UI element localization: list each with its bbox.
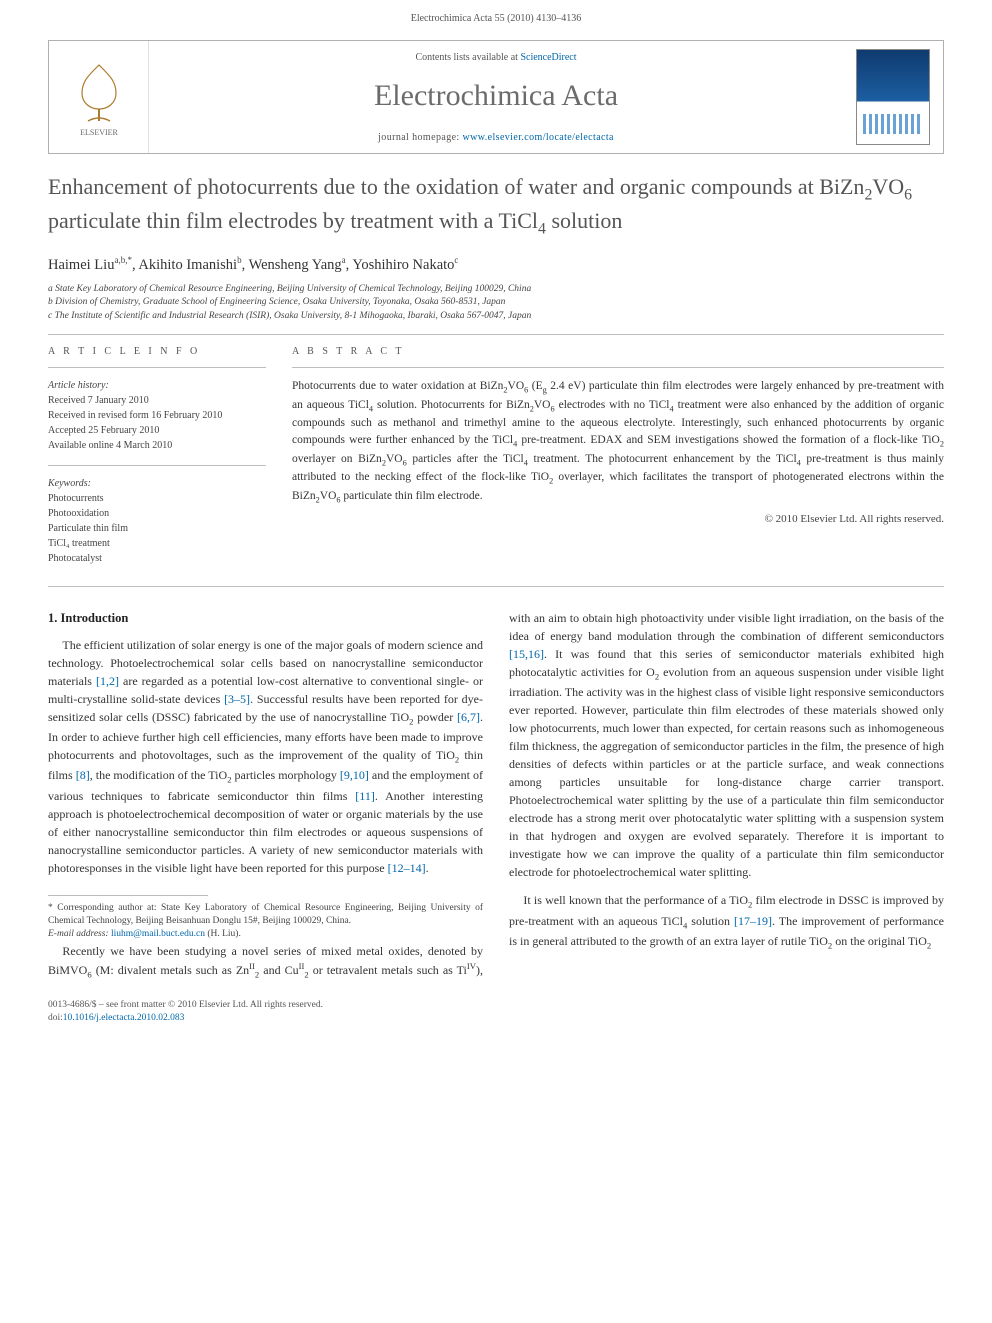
section-heading-introduction: 1. Introduction [48, 609, 483, 628]
journal-cover-box [843, 41, 943, 153]
sciencedirect-link[interactable]: ScienceDirect [520, 52, 576, 63]
page-footer: 0013-4686/$ – see front matter © 2010 El… [0, 981, 992, 1036]
ref-link[interactable]: [17–19] [734, 914, 772, 928]
journal-cover-thumbnail [856, 49, 930, 145]
email-label: E-mail address: [48, 929, 109, 939]
running-head: Electrochimica Acta 55 (2010) 4130–4136 [0, 0, 992, 32]
abstract-text: Photocurrents due to water oxidation at … [292, 378, 944, 506]
corresponding-email-link[interactable]: liuhm@mail.buct.edu.cn [111, 929, 205, 939]
keyword: Photooxidation [48, 506, 266, 521]
journal-homepage-line: journal homepage: www.elsevier.com/locat… [155, 131, 837, 145]
ref-link[interactable]: [9,10] [340, 768, 369, 782]
article-body: 1. Introduction The efficient utilizatio… [48, 609, 944, 981]
keyword: TiCl₄ treatment [48, 536, 266, 551]
ref-link[interactable]: [6,7] [457, 710, 480, 724]
elsevier-wordmark: ELSEVIER [80, 128, 118, 137]
journal-masthead: ELSEVIER Contents lists available at Sci… [48, 40, 944, 154]
keyword: Photocatalyst [48, 551, 266, 566]
article-info-label: A R T I C L E I N F O [48, 345, 266, 359]
history-online: Available online 4 March 2010 [48, 438, 266, 453]
ref-link[interactable]: [15,16] [509, 647, 544, 661]
history-received: Received 7 January 2010 [48, 393, 266, 408]
journal-homepage-link[interactable]: www.elsevier.com/locate/electacta [463, 132, 614, 143]
rule-top [48, 334, 944, 335]
elsevier-tree-icon: ELSEVIER [64, 57, 134, 137]
article-title: Enhancement of photocurrents due to the … [48, 172, 944, 240]
affiliation-b: b Division of Chemistry, Graduate School… [48, 296, 944, 310]
corresponding-author-footnote: * Corresponding author at: State Key Lab… [48, 902, 483, 942]
contents-available-line: Contents lists available at ScienceDirec… [155, 51, 837, 65]
rule-keywords [48, 465, 266, 466]
history-accepted: Accepted 25 February 2010 [48, 423, 266, 438]
ref-link[interactable]: [12–14] [388, 861, 426, 875]
front-matter-line: 0013-4686/$ – see front matter © 2010 El… [48, 999, 944, 1012]
ref-link[interactable]: [3–5] [224, 692, 250, 706]
keywords-block: Keywords: Photocurrents Photooxidation P… [48, 476, 266, 566]
email-who: (H. Liu). [207, 929, 241, 939]
body-paragraph: It is well known that the performance of… [509, 891, 944, 952]
doi-link[interactable]: 10.1016/j.electacta.2010.02.083 [63, 1013, 185, 1023]
doi-label: doi: [48, 1013, 63, 1023]
ref-link[interactable]: [1,2] [96, 674, 119, 688]
rule-meta [48, 367, 266, 368]
rule-abstract [292, 367, 944, 368]
history-revised: Received in revised form 16 February 201… [48, 408, 266, 423]
article-history: Article history: Received 7 January 2010… [48, 378, 266, 453]
keywords-label: Keywords: [48, 476, 266, 491]
abstract-label: A B S T R A C T [292, 345, 944, 359]
affiliations: a State Key Laboratory of Chemical Resou… [48, 283, 944, 324]
ref-link[interactable]: [11] [355, 789, 375, 803]
body-paragraph: The efficient utilization of solar energ… [48, 636, 483, 877]
publisher-logo-box: ELSEVIER [49, 41, 149, 153]
history-label: Article history: [48, 378, 266, 393]
affiliation-c: c The Institute of Scientific and Indust… [48, 310, 944, 324]
footnote-divider [48, 895, 208, 896]
keyword: Photocurrents [48, 491, 266, 506]
journal-name: Electrochimica Acta [155, 75, 837, 117]
ref-link[interactable]: [8] [76, 768, 90, 782]
affiliation-a: a State Key Laboratory of Chemical Resou… [48, 283, 944, 297]
rule-bottom [48, 586, 944, 587]
keyword: Particulate thin film [48, 521, 266, 536]
author-list: Haimei Liua,b,*, Akihito Imanishib, Wens… [48, 254, 944, 275]
abstract-copyright: © 2010 Elsevier Ltd. All rights reserved… [292, 512, 944, 527]
